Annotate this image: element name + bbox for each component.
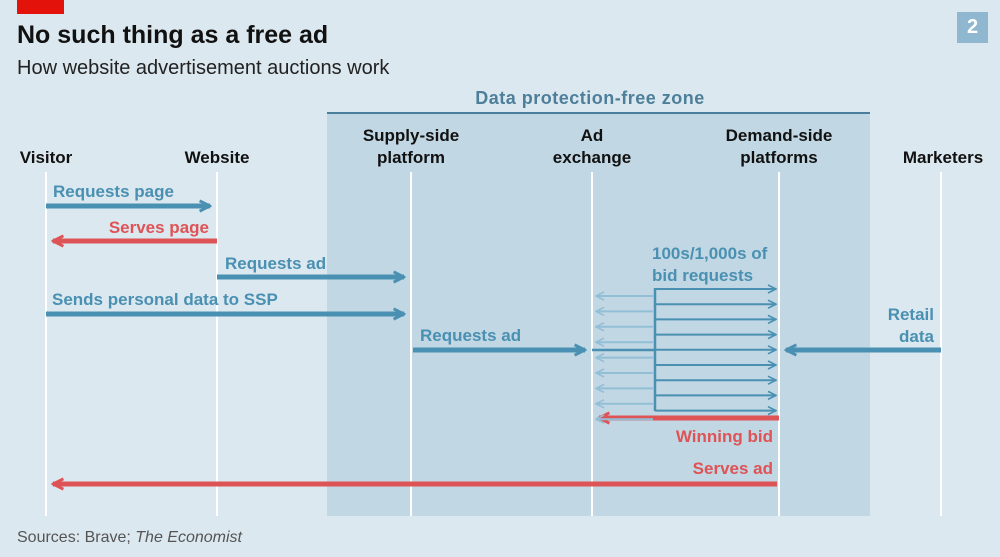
source-note: Sources: Brave; The Economist — [17, 529, 242, 547]
chart-number-badge: 2 — [957, 12, 988, 43]
economist-red-tag — [17, 0, 64, 14]
source-publication: The Economist — [135, 529, 242, 546]
website-label: Website — [185, 148, 250, 167]
winning-bid-label: Winning bid — [676, 427, 773, 446]
retail-data-label-line2: data — [899, 327, 935, 346]
bid-requests-label-line2: bid requests — [652, 266, 753, 285]
ssp-label-line2: platform — [377, 148, 445, 167]
serves-ad-label: Serves ad — [693, 459, 773, 478]
dsp-label-line1: Demand-side — [726, 126, 833, 145]
bid-requests-fan — [592, 288, 776, 419]
requests-page-label: Requests page — [53, 182, 174, 201]
adx-label-line2: exchange — [553, 148, 631, 167]
marketers-label: Marketers — [903, 148, 983, 167]
data-protection-free-zone — [327, 114, 870, 516]
personal-data-label: Sends personal data to SSP — [52, 290, 278, 309]
serves-page-label: Serves page — [109, 218, 209, 237]
visitor-label: Visitor — [20, 148, 73, 167]
zone-label: Data protection-free zone — [475, 88, 705, 108]
requests-ad-label-2: Requests ad — [420, 326, 521, 345]
lifelines — [45, 172, 942, 516]
retail-data-label-line1: Retail — [888, 305, 934, 324]
dsp-label-line2: platforms — [740, 148, 817, 167]
chart-subtitle: How website advertisement auctions work — [17, 57, 390, 79]
ssp-label-line1: Supply-side — [363, 126, 459, 145]
source-prefix: Sources: Brave; — [17, 529, 136, 546]
requests-ad-label-1: Requests ad — [225, 254, 326, 273]
bid-requests-label-line1: 100s/1,000s of — [652, 244, 768, 263]
adx-label-line1: Ad — [581, 126, 604, 145]
chart-title: No such thing as a free ad — [17, 21, 329, 49]
